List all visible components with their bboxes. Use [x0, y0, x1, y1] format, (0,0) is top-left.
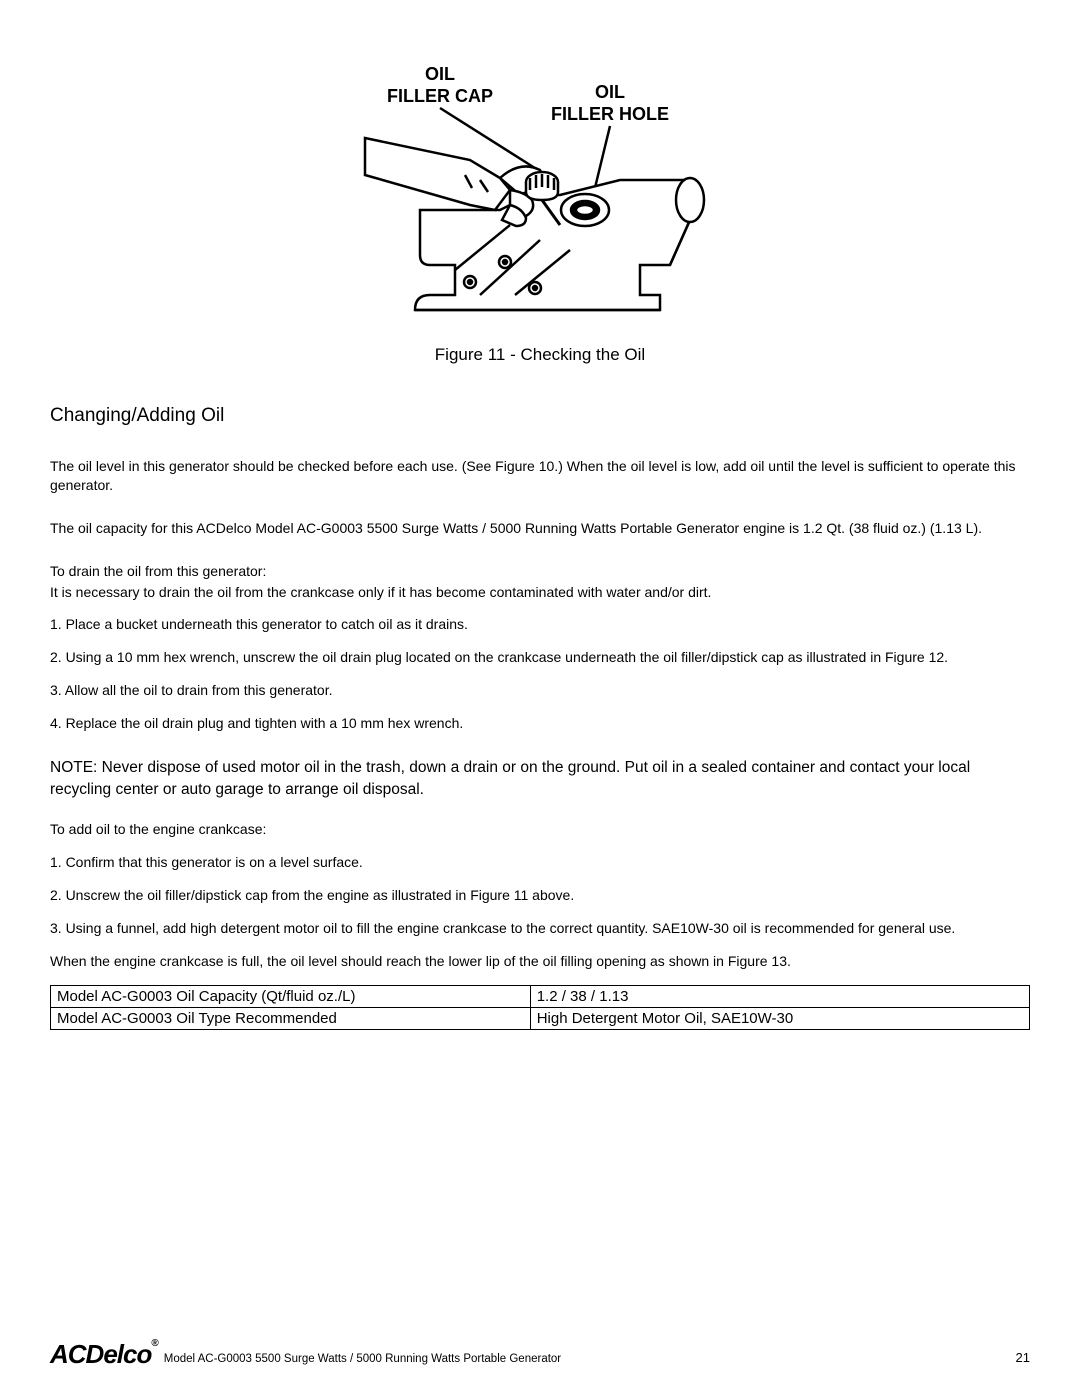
- registered-mark: ®: [151, 1338, 157, 1349]
- drain-intro-2: It is necessary to drain the oil from th…: [50, 583, 1030, 602]
- paragraph-1: The oil level in this generator should b…: [50, 457, 1030, 495]
- drain-step-4: 4. Replace the oil drain plug and tighte…: [50, 714, 1030, 733]
- note-paragraph: NOTE: Never dispose of used motor oil in…: [50, 757, 1030, 800]
- figure-label-2-line-2: FILLER HOLE: [551, 104, 669, 124]
- page-number: 21: [1016, 1350, 1030, 1367]
- figure-label-2-line-1: OIL: [595, 82, 625, 102]
- table-cell: Model AC-G0003 Oil Type Recommended: [51, 1007, 531, 1029]
- figure-label-1-line-1: OIL: [425, 64, 455, 84]
- section-heading: Changing/Adding Oil: [50, 405, 1030, 427]
- drain-step-1: 1. Place a bucket underneath this genera…: [50, 615, 1030, 634]
- add-step-3: 3. Using a funnel, add high detergent mo…: [50, 919, 1030, 938]
- spec-table: Model AC-G0003 Oil Capacity (Qt/fluid oz…: [50, 985, 1030, 1030]
- paragraph-2: The oil capacity for this ACDelco Model …: [50, 519, 1030, 538]
- add-intro: To add oil to the engine crankcase:: [50, 820, 1030, 839]
- table-cell: High Detergent Motor Oil, SAE10W-30: [530, 1007, 1029, 1029]
- table-cell: Model AC-G0003 Oil Capacity (Qt/fluid oz…: [51, 985, 531, 1007]
- table-row: Model AC-G0003 Oil Type Recommended High…: [51, 1007, 1030, 1029]
- footer-model-text: Model AC-G0003 5500 Surge Watts / 5000 R…: [164, 1354, 561, 1368]
- add-step-2: 2. Unscrew the oil filler/dipstick cap f…: [50, 886, 1030, 905]
- page-footer: ACDelco® Model AC-G0003 5500 Surge Watts…: [50, 1341, 1030, 1367]
- drain-step-2: 2. Using a 10 mm hex wrench, unscrew the…: [50, 648, 1030, 667]
- figure-caption: Figure 11 - Checking the Oil: [50, 345, 1030, 365]
- brand-logo: ACDelco®: [50, 1341, 158, 1367]
- filler-hole-drawing: [561, 194, 609, 226]
- logo-text: ACDelco: [50, 1339, 151, 1369]
- figure-illustration: OIL FILLER CAP OIL FILLER HOLE: [360, 60, 720, 330]
- paragraph-final: When the engine crankcase is full, the o…: [50, 952, 1030, 971]
- figure-label-1-line-2: FILLER CAP: [387, 86, 493, 106]
- table-row: Model AC-G0003 Oil Capacity (Qt/fluid oz…: [51, 985, 1030, 1007]
- drain-step-3: 3. Allow all the oil to drain from this …: [50, 681, 1030, 700]
- document-page: OIL FILLER CAP OIL FILLER HOLE: [0, 0, 1080, 1397]
- table-cell: 1.2 / 38 / 1.13: [530, 985, 1029, 1007]
- figure-block: OIL FILLER CAP OIL FILLER HOLE: [50, 60, 1030, 365]
- add-step-1: 1. Confirm that this generator is on a l…: [50, 853, 1030, 872]
- footer-left: ACDelco® Model AC-G0003 5500 Surge Watts…: [50, 1341, 561, 1367]
- drain-intro-1: To drain the oil from this generator:: [50, 562, 1030, 581]
